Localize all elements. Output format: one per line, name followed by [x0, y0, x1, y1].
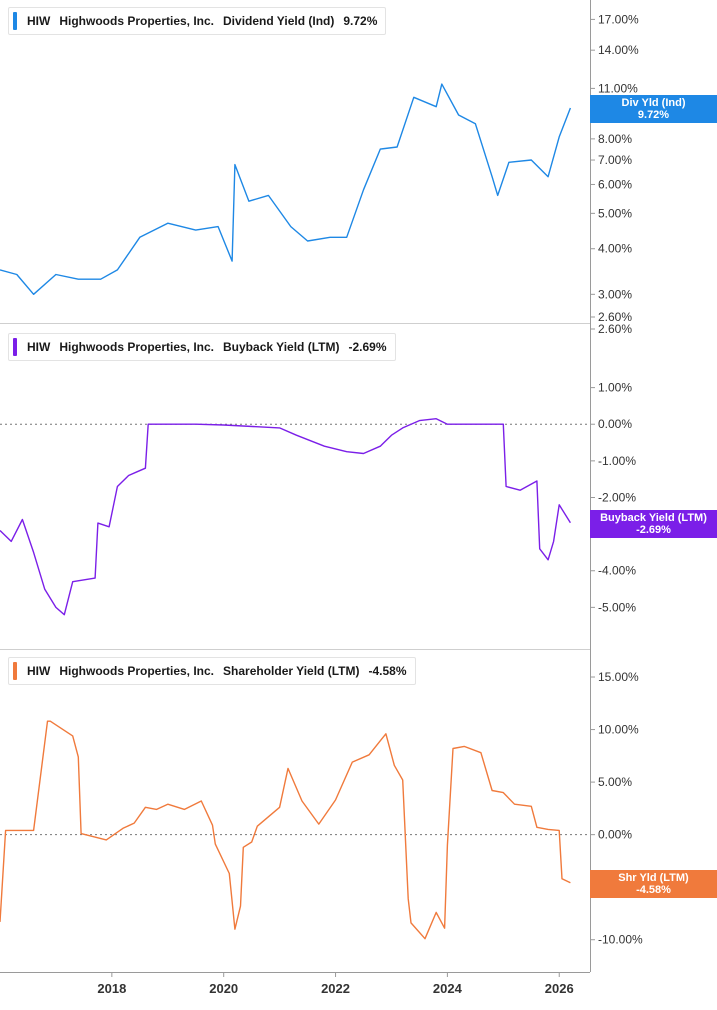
x-tick-label: 2020: [209, 981, 238, 996]
end-label-value: -4.58%: [636, 883, 671, 896]
y-tick-label: 0.00%: [598, 417, 632, 431]
legend-metric: Dividend Yield (Ind): [223, 14, 335, 28]
y-tick-label: 2.60%: [598, 310, 632, 324]
end-label-name: Div Yld (Ind): [621, 97, 686, 109]
y-tick-label: 3.00%: [598, 287, 632, 301]
y-tick-label: -4.00%: [598, 564, 636, 578]
x-tick-label: 2024: [433, 981, 463, 996]
y-tick-label: 0.00%: [598, 828, 632, 842]
legend-dividend-yield[interactable]: HIW Highwoods Properties, Inc. Dividend …: [8, 7, 387, 35]
end-label-dividend-yield: Div Yld (Ind) 9.72%: [590, 95, 717, 123]
x-tick-label: 2026: [545, 981, 574, 996]
series-line-0: [0, 83, 572, 295]
y-tick-label: -2.00%: [598, 490, 636, 504]
end-label-value: 9.72%: [637, 109, 670, 121]
legend-company: Highwoods Properties, Inc.: [59, 340, 215, 354]
legend-metric: Shareholder Yield (LTM): [223, 664, 360, 678]
legend-value: -2.69%: [348, 340, 387, 354]
legend-value: -4.58%: [368, 664, 407, 678]
legend-swatch-shareholder: [13, 662, 17, 680]
y-tick-label: 5.00%: [598, 775, 632, 789]
y-tick-label: -1.00%: [598, 454, 636, 468]
legend-company: Highwoods Properties, Inc.: [59, 664, 215, 678]
legend-value: 9.72%: [343, 14, 378, 28]
end-label-buyback-yield: Buyback Yield (LTM) -2.69%: [590, 509, 717, 538]
series-line-1: [0, 418, 571, 616]
x-tick-label: 2022: [321, 981, 350, 996]
y-tick-label: 6.00%: [598, 177, 632, 191]
y-tick-label: -5.00%: [598, 600, 636, 614]
y-tick-label: 10.00%: [598, 723, 639, 737]
end-label-value: -2.69%: [636, 523, 671, 536]
end-label-name: Buyback Yield (LTM): [600, 511, 707, 524]
y-tick-label: 17.00%: [598, 12, 639, 26]
series-line-2: [0, 720, 571, 940]
legend-buyback-yield[interactable]: HIW Highwoods Properties, Inc. Buyback Y…: [8, 333, 396, 361]
legend-swatch-buyback: [13, 338, 17, 356]
y-tick-label: 8.00%: [598, 132, 632, 146]
y-tick-label: 7.00%: [598, 153, 632, 167]
end-label-name: Shr Yld (LTM): [618, 871, 689, 884]
y-tick-label: 11.00%: [598, 81, 638, 95]
legend-shareholder-yield[interactable]: HIW Highwoods Properties, Inc. Sharehold…: [8, 657, 416, 685]
legend-ticker: HIW: [27, 340, 51, 354]
legend-metric: Buyback Yield (LTM): [223, 340, 340, 354]
x-tick-label: 2018: [97, 981, 126, 996]
end-label-shareholder-yield: Shr Yld (LTM) -4.58%: [590, 869, 717, 898]
y-tick-label: -10.00%: [598, 933, 643, 947]
legend-ticker: HIW: [27, 14, 51, 28]
y-tick-label: 5.00%: [598, 206, 632, 220]
y-tick-label: 14.00%: [598, 43, 639, 57]
legend-ticker: HIW: [27, 664, 51, 678]
y-tick-label: 2.60%: [598, 322, 632, 336]
y-tick-label: 1.00%: [598, 381, 632, 395]
legend-company: Highwoods Properties, Inc.: [59, 14, 215, 28]
y-tick-label: 4.00%: [598, 242, 632, 256]
legend-swatch-dividend: [13, 12, 17, 30]
y-tick-label: 15.00%: [598, 670, 639, 684]
